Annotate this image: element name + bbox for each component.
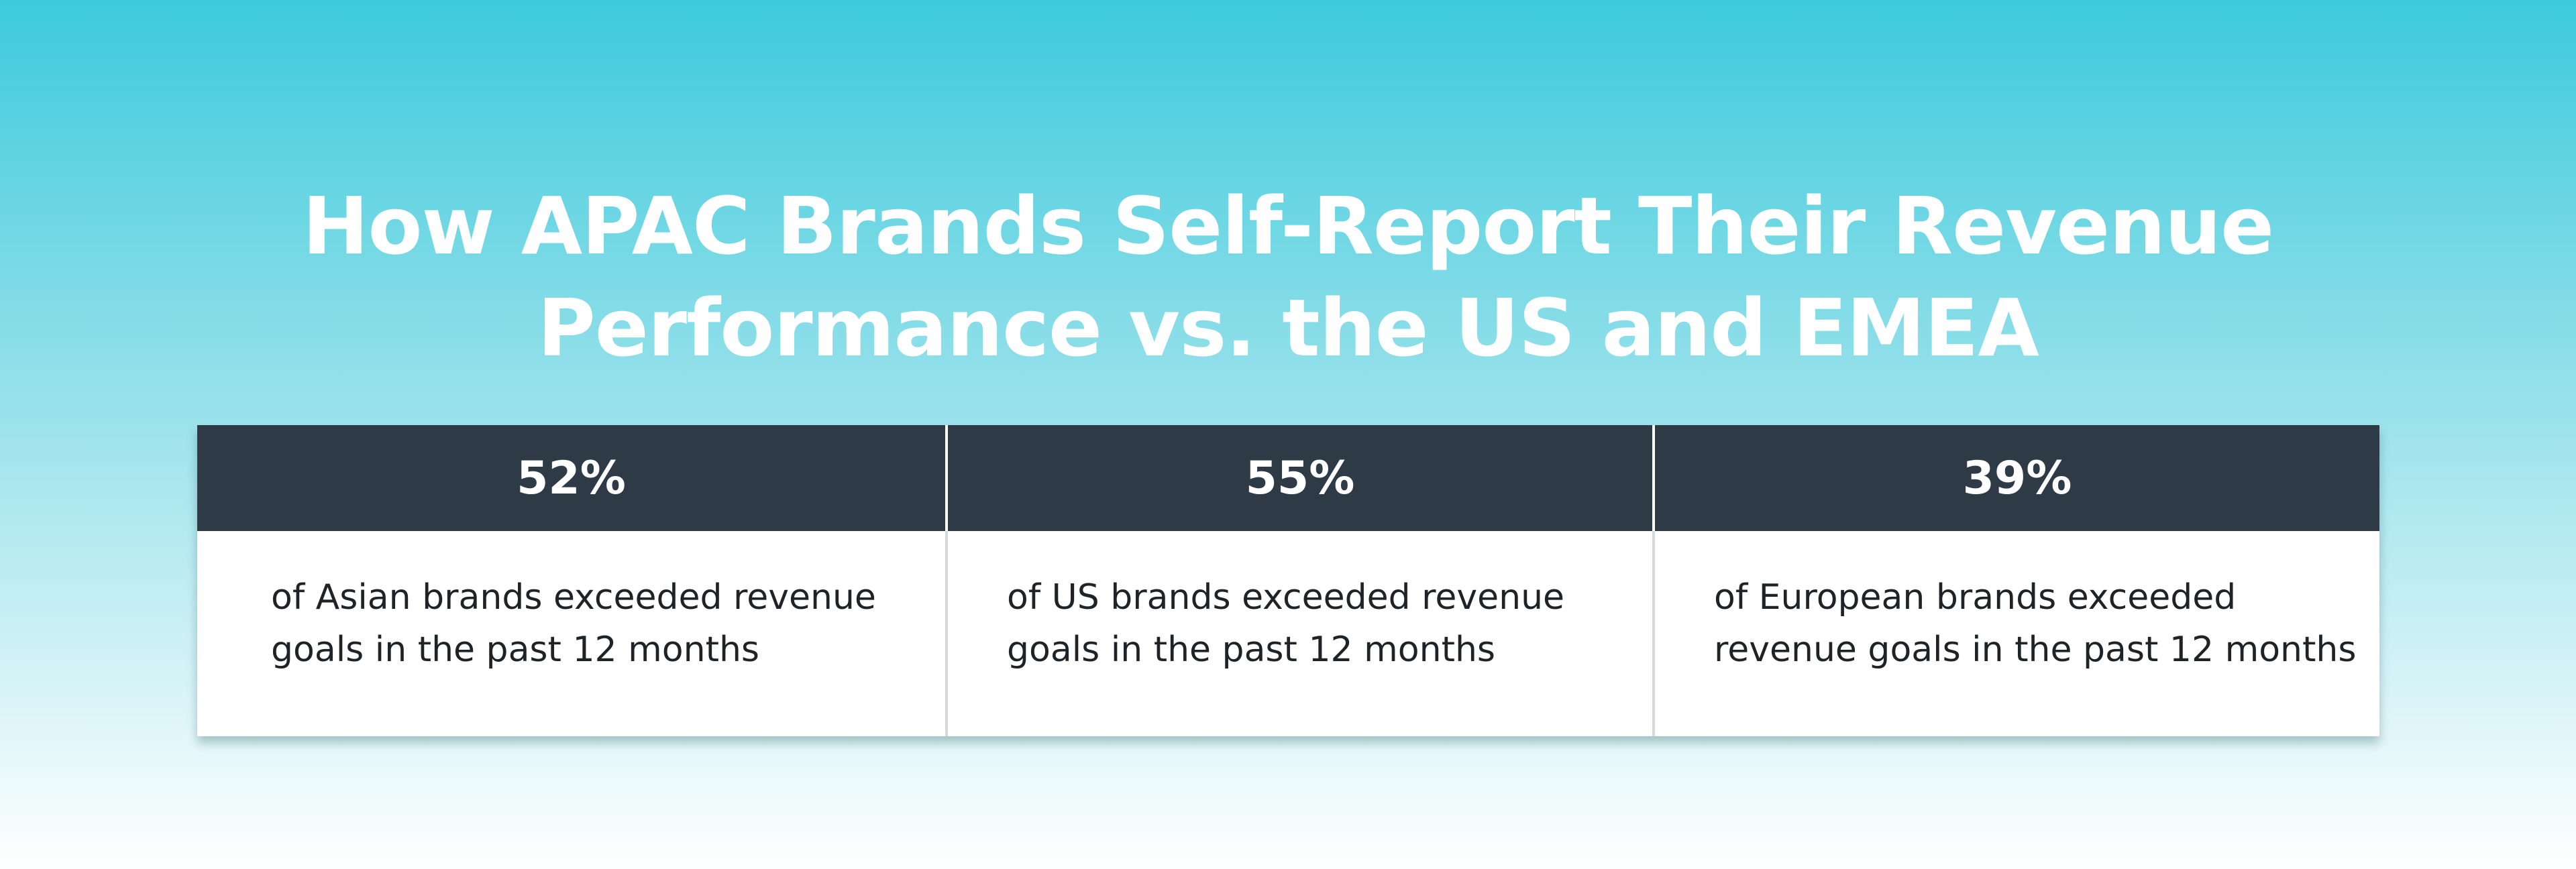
title-line-2: Performance vs. the US and EMEA (537, 282, 2039, 375)
title-line-1: How APAC Brands Self-Report Their Revenu… (302, 180, 2274, 273)
stat-column-us: 55% of US brands exceeded revenue goals … (945, 425, 1652, 736)
stat-description-us-line-1: of US brands exceeded revenue (1007, 577, 1565, 618)
page-title: How APAC Brands Self-Report Their Revenu… (0, 175, 2576, 379)
stat-column-asia: 52% of Asian brands exceeded revenue goa… (197, 425, 945, 736)
stat-description-asia: of Asian brands exceeded revenue goals i… (197, 531, 945, 736)
stat-description-asia-line-2: goals in the past 12 months (271, 630, 759, 670)
stat-description-us-line-2: goals in the past 12 months (1007, 630, 1495, 670)
stat-description-us: of US brands exceeded revenue goals in t… (948, 531, 1652, 736)
stat-description-asia-line-1: of Asian brands exceeded revenue (271, 577, 876, 618)
stat-description-europe: of European brands exceeded revenue goal… (1655, 531, 2379, 736)
stat-column-europe: 39% of European brands exceeded revenue … (1652, 425, 2379, 736)
stat-value-asia: 52% (197, 425, 945, 531)
stat-description-europe-line-1: of European brands exceeded (1714, 577, 2237, 618)
stats-table: 52% of Asian brands exceeded revenue goa… (197, 425, 2379, 736)
stat-description-europe-line-2: revenue goals in the past 12 months (1714, 630, 2357, 670)
stat-value-us: 55% (945, 425, 1652, 531)
stat-value-europe: 39% (1652, 425, 2379, 531)
